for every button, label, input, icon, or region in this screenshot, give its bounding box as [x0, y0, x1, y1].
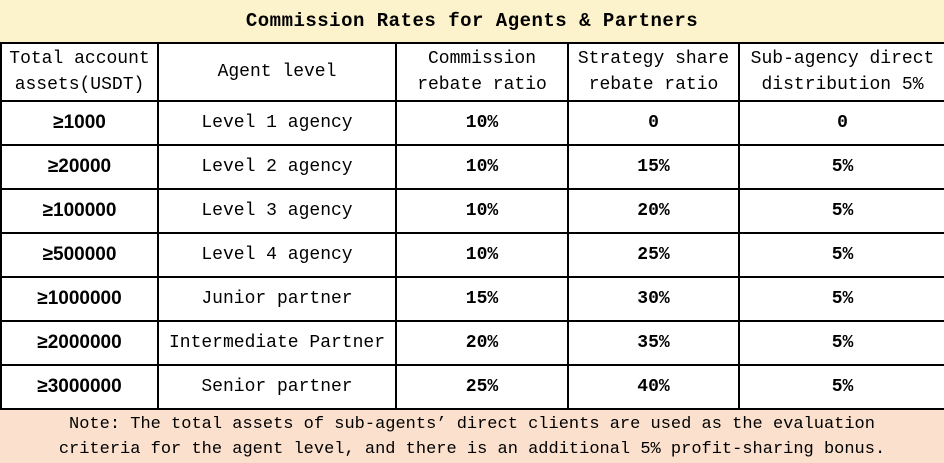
cell-agent-level: Level 3 agency — [157, 188, 397, 234]
cell-sub-agency: 0 — [738, 100, 944, 146]
cell-assets: ≥2000000 — [0, 320, 159, 366]
cell-assets: ≥1000000 — [0, 276, 159, 322]
page-title: Commission Rates for Agents & Partners — [245, 10, 699, 32]
cell-commission-rebate: 10% — [395, 232, 569, 278]
table-header-row: Total account assets(USDT) Agent level C… — [0, 42, 944, 102]
cell-assets: ≥3000000 — [0, 364, 159, 410]
cell-sub-agency: 5% — [738, 144, 944, 190]
table-row: ≥1000000 Junior partner 15% 30% 5% — [0, 276, 944, 322]
cell-commission-rebate: 25% — [395, 364, 569, 410]
title-bar: Commission Rates for Agents & Partners — [0, 0, 944, 42]
cell-strategy-share: 20% — [567, 188, 740, 234]
cell-strategy-share: 0 — [567, 100, 740, 146]
table-row: ≥3000000 Senior partner 25% 40% 5% — [0, 364, 944, 410]
table-row: ≥100000 Level 3 agency 10% 20% 5% — [0, 188, 944, 234]
note-text: Note: The total assets of sub-agents’ di… — [58, 415, 886, 459]
cell-commission-rebate: 10% — [395, 144, 569, 190]
cell-assets: ≥100000 — [0, 188, 159, 234]
cell-commission-rebate: 20% — [395, 320, 569, 366]
cell-agent-level: Level 2 agency — [157, 144, 397, 190]
cell-sub-agency: 5% — [738, 320, 944, 366]
cell-sub-agency: 5% — [738, 364, 944, 410]
cell-sub-agency: 5% — [738, 188, 944, 234]
table-row: ≥2000000 Intermediate Partner 20% 35% 5% — [0, 320, 944, 366]
cell-agent-level: Level 4 agency — [157, 232, 397, 278]
column-header-strategy-share: Strategy share rebate ratio — [567, 42, 740, 102]
cell-strategy-share: 35% — [567, 320, 740, 366]
cell-commission-rebate: 10% — [395, 100, 569, 146]
table-row: ≥20000 Level 2 agency 10% 15% 5% — [0, 144, 944, 190]
column-header-agent-level: Agent level — [157, 42, 397, 102]
cell-commission-rebate: 15% — [395, 276, 569, 322]
cell-assets: ≥1000 — [0, 100, 159, 146]
cell-agent-level: Senior partner — [157, 364, 397, 410]
cell-assets: ≥20000 — [0, 144, 159, 190]
column-header-total-assets: Total account assets(USDT) — [0, 42, 159, 102]
cell-sub-agency: 5% — [738, 232, 944, 278]
table-row: ≥1000 Level 1 agency 10% 0 0 — [0, 100, 944, 146]
column-header-sub-agency: Sub-agency direct distribution 5% — [738, 42, 944, 102]
column-header-commission-rebate: Commission rebate ratio — [395, 42, 569, 102]
cell-strategy-share: 25% — [567, 232, 740, 278]
cell-agent-level: Junior partner — [157, 276, 397, 322]
cell-strategy-share: 40% — [567, 364, 740, 410]
cell-agent-level: Intermediate Partner — [157, 320, 397, 366]
cell-commission-rebate: 10% — [395, 188, 569, 234]
note-bar: Note: The total assets of sub-agents’ di… — [0, 410, 944, 463]
cell-sub-agency: 5% — [738, 276, 944, 322]
table-row: ≥500000 Level 4 agency 10% 25% 5% — [0, 232, 944, 278]
cell-assets: ≥500000 — [0, 232, 159, 278]
cell-strategy-share: 15% — [567, 144, 740, 190]
commission-rates-table: Total account assets(USDT) Agent level C… — [0, 42, 944, 410]
cell-strategy-share: 30% — [567, 276, 740, 322]
cell-agent-level: Level 1 agency — [157, 100, 397, 146]
